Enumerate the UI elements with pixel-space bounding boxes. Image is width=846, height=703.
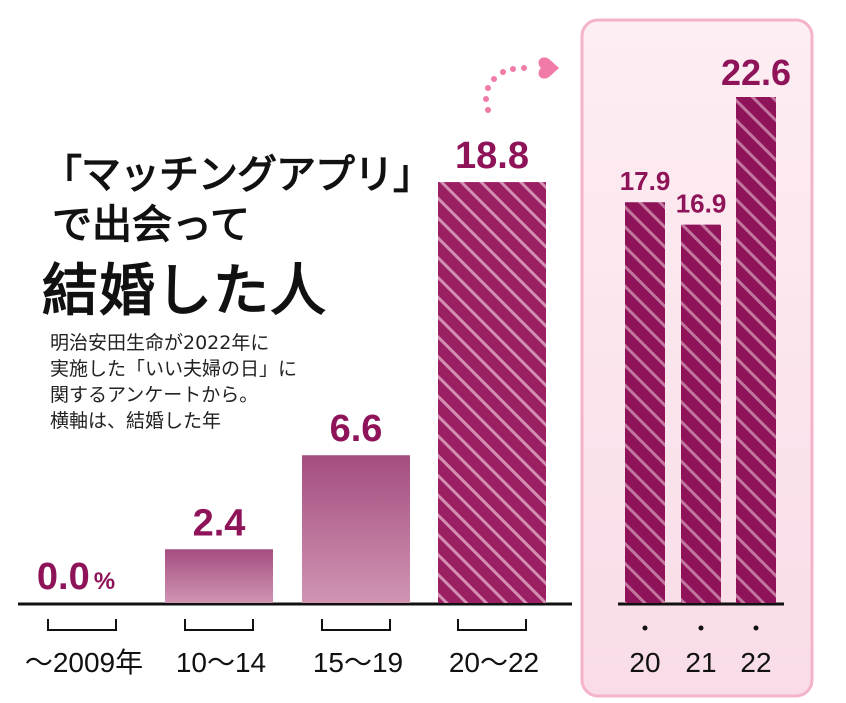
title-line-3: 結婚した人	[42, 259, 327, 324]
inset-tick-dot	[753, 625, 759, 631]
note-line: 明治安田生命が2022年に	[50, 332, 270, 354]
bar	[165, 549, 273, 603]
inset-data-label: 16.9	[676, 189, 727, 219]
inset-x-tick-label: 22	[740, 647, 771, 678]
source-note: 明治安田生命が2022年に 実施した「いい夫婦の日」に 関するアンケートから。 …	[50, 330, 297, 434]
bar	[302, 455, 410, 603]
inset-tick-dot	[642, 625, 648, 631]
x-tick-label: 20〜22	[449, 647, 539, 678]
x-tick-label: 〜2009年	[25, 647, 143, 678]
bar	[438, 182, 546, 603]
note-line: 関するアンケートから。	[50, 384, 259, 406]
x-tick-label: 10〜14	[176, 647, 266, 678]
heart-arrow-icon	[483, 57, 559, 113]
x-tick-label: 15〜19	[313, 647, 403, 678]
inset-bar	[736, 97, 776, 603]
note-line: 横軸は、結婚した年	[50, 410, 222, 432]
data-label: 2.4	[193, 502, 246, 544]
data-label: 0.0%	[37, 556, 115, 598]
inset-x-tick-label: 20	[629, 647, 660, 678]
inset-x-tick-label: 21	[685, 647, 716, 678]
inset-tick-dot	[698, 625, 704, 631]
x-tick-bracket	[321, 619, 391, 631]
title-line-2: で出会って	[52, 202, 250, 248]
x-tick-bracket	[47, 619, 117, 631]
data-label: 6.6	[330, 408, 383, 450]
inset-data-label: 22.6	[721, 52, 791, 93]
inset-bar	[625, 202, 665, 603]
x-tick-bracket	[457, 619, 527, 631]
inset-bar	[681, 224, 721, 603]
inset-data-label: 17.9	[620, 166, 671, 196]
unit-label: %	[94, 568, 115, 595]
note-line: 実施した「いい夫婦の日」に	[50, 358, 298, 380]
data-label: 18.8	[455, 135, 529, 177]
x-tick-bracket	[184, 619, 254, 631]
title-line-1: 「マッチングアプリ」	[42, 152, 433, 198]
